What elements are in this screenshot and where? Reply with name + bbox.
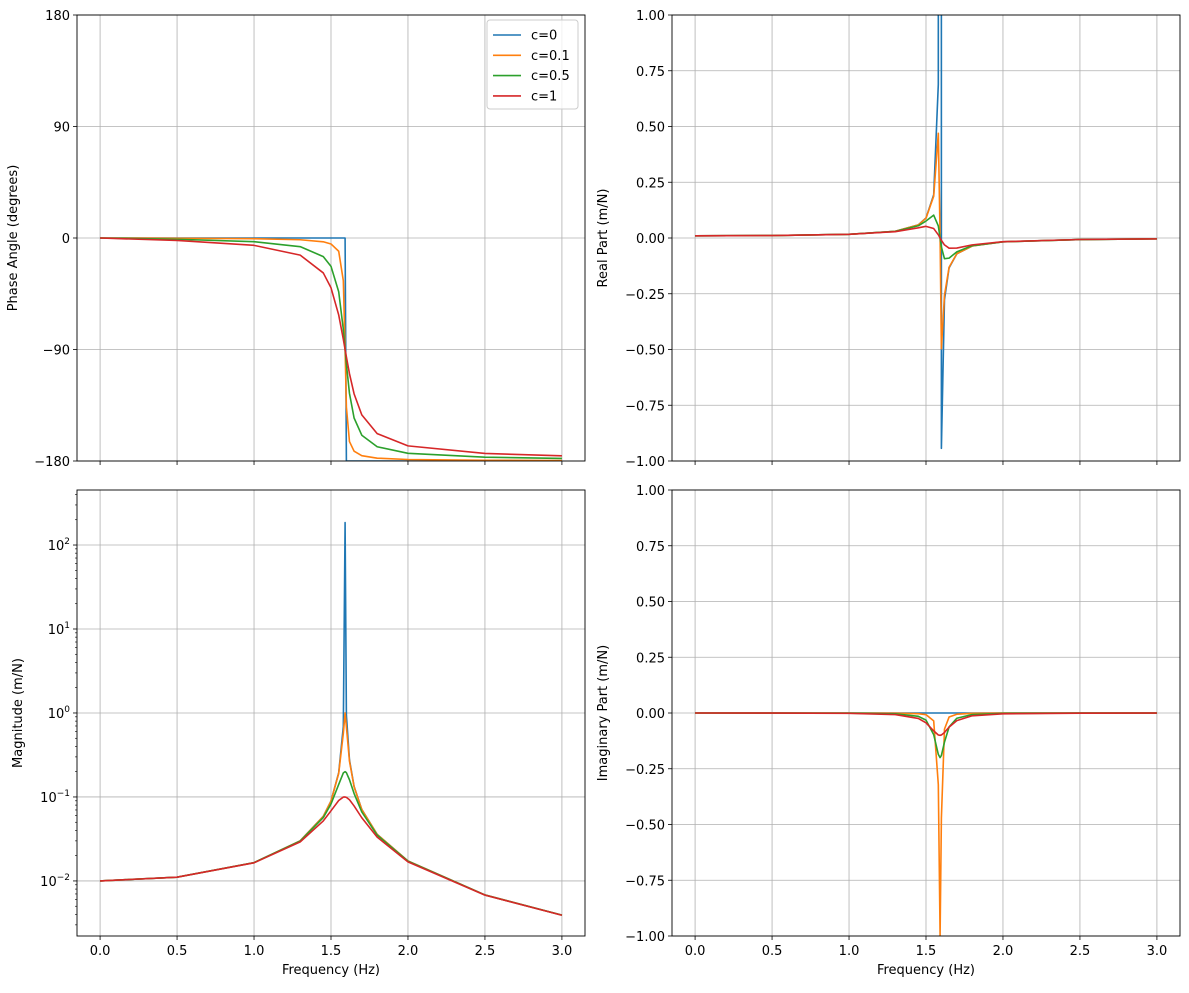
series-line-c-1 (695, 225, 1157, 250)
axes-frame (76, 489, 586, 937)
y-axis-label: Imaginary Part (m/N) (596, 645, 611, 781)
y-tick-label: 0 (62, 232, 70, 247)
y-tick-label: −180 (34, 455, 70, 470)
x-tick-label: 0.0 (90, 944, 111, 959)
y-tick-label: 1.00 (636, 9, 665, 24)
y-tick-label: 0.50 (636, 121, 665, 136)
x-tick-label: 2.5 (1070, 944, 1091, 959)
axes-frame (671, 489, 1181, 937)
x-axis-label: Frequency (Hz) (282, 963, 380, 978)
y-tick-label: 100 (48, 705, 71, 722)
x-tick-label: 0.0 (685, 944, 706, 959)
subplot-2: −1.00 −0.75 −0.50 −0.25 0.00 0.25 0.50 0.75 1.00… (596, 9, 1181, 470)
y-tick-label: −0.50 (625, 344, 665, 359)
y-tick-label: −0.50 (625, 819, 665, 834)
x-axis-label: Frequency (Hz) (877, 963, 975, 978)
y-axis-label: Magnitude (m/N) (11, 658, 26, 768)
x-tick-label: 2.0 (993, 944, 1014, 959)
x-tick-label: 1.5 (321, 944, 342, 959)
y-tick-label: 0.50 (636, 596, 665, 611)
y-tick-label: 10−2 (40, 873, 70, 890)
y-tick-label: −0.25 (625, 288, 665, 303)
x-tick-label: 0.5 (762, 944, 783, 959)
series-line-c-1 (695, 712, 1157, 737)
subplot-4: 0.0 0.5 1.0 1.5 2.0 2.5 3.0 −1.00 −0.75 −0.50 −0.2… (596, 484, 1181, 978)
y-tick-label: −1.00 (625, 930, 665, 945)
y-tick-label: −90 (43, 344, 70, 359)
x-tick-label: 1.0 (244, 944, 265, 959)
legend-label: c=0 (531, 29, 557, 44)
y-tick-label: −0.25 (625, 763, 665, 778)
legend: c=0 c=0.1 c=0.5 c=1 (486, 19, 579, 110)
legend-box (486, 19, 579, 110)
y-tick-label: 101 (48, 621, 70, 638)
x-tick-label: 0.5 (167, 944, 188, 959)
legend-label: c=0.1 (531, 49, 570, 64)
subplot-3: 0.0 0.5 1.0 1.5 2.0 2.5 3.0 10−2 10−1 100 101 102 Fr… (11, 489, 586, 978)
x-tick-label: 3.0 (552, 944, 573, 959)
y-axis-label: Real Part (m/N) (596, 189, 611, 288)
y-tick-label: 180 (45, 9, 70, 24)
y-tick-label: 102 (48, 537, 70, 554)
y-tick-label: 0.75 (636, 65, 665, 80)
y-tick-label: −0.75 (625, 399, 665, 414)
series-line-c-0 (100, 237, 562, 461)
x-tick-label: 2.5 (475, 944, 496, 959)
y-tick-label: 0.00 (636, 707, 665, 722)
legend-label: c=0.5 (531, 69, 570, 84)
axes-frame (671, 14, 1181, 462)
axes-frame (76, 14, 586, 462)
y-tick-label: 0.75 (636, 540, 665, 555)
legend-label: c=1 (531, 89, 557, 104)
y-axis-label: Phase Angle (degrees) (6, 165, 21, 312)
y-tick-label: −1.00 (625, 455, 665, 470)
x-tick-label: 1.0 (839, 944, 860, 959)
y-tick-label: 90 (53, 121, 70, 136)
y-tick-label: 0.25 (636, 651, 665, 666)
series-line-c-1 (100, 237, 562, 457)
y-tick-label: 0.25 (636, 176, 665, 191)
x-tick-label: 1.5 (916, 944, 937, 959)
x-tick-label: 2.0 (398, 944, 419, 959)
y-tick-label: 1.00 (636, 484, 665, 499)
x-tick-label: 3.0 (1147, 944, 1168, 959)
y-tick-label: 0.00 (636, 232, 665, 247)
y-tick-label: −0.75 (625, 874, 665, 889)
subplot-1: −180 −90 0 90 180 Phase Angle (degrees) (6, 9, 586, 470)
y-tick-label: 10−1 (40, 789, 70, 806)
series-line-c-1 (100, 796, 563, 917)
